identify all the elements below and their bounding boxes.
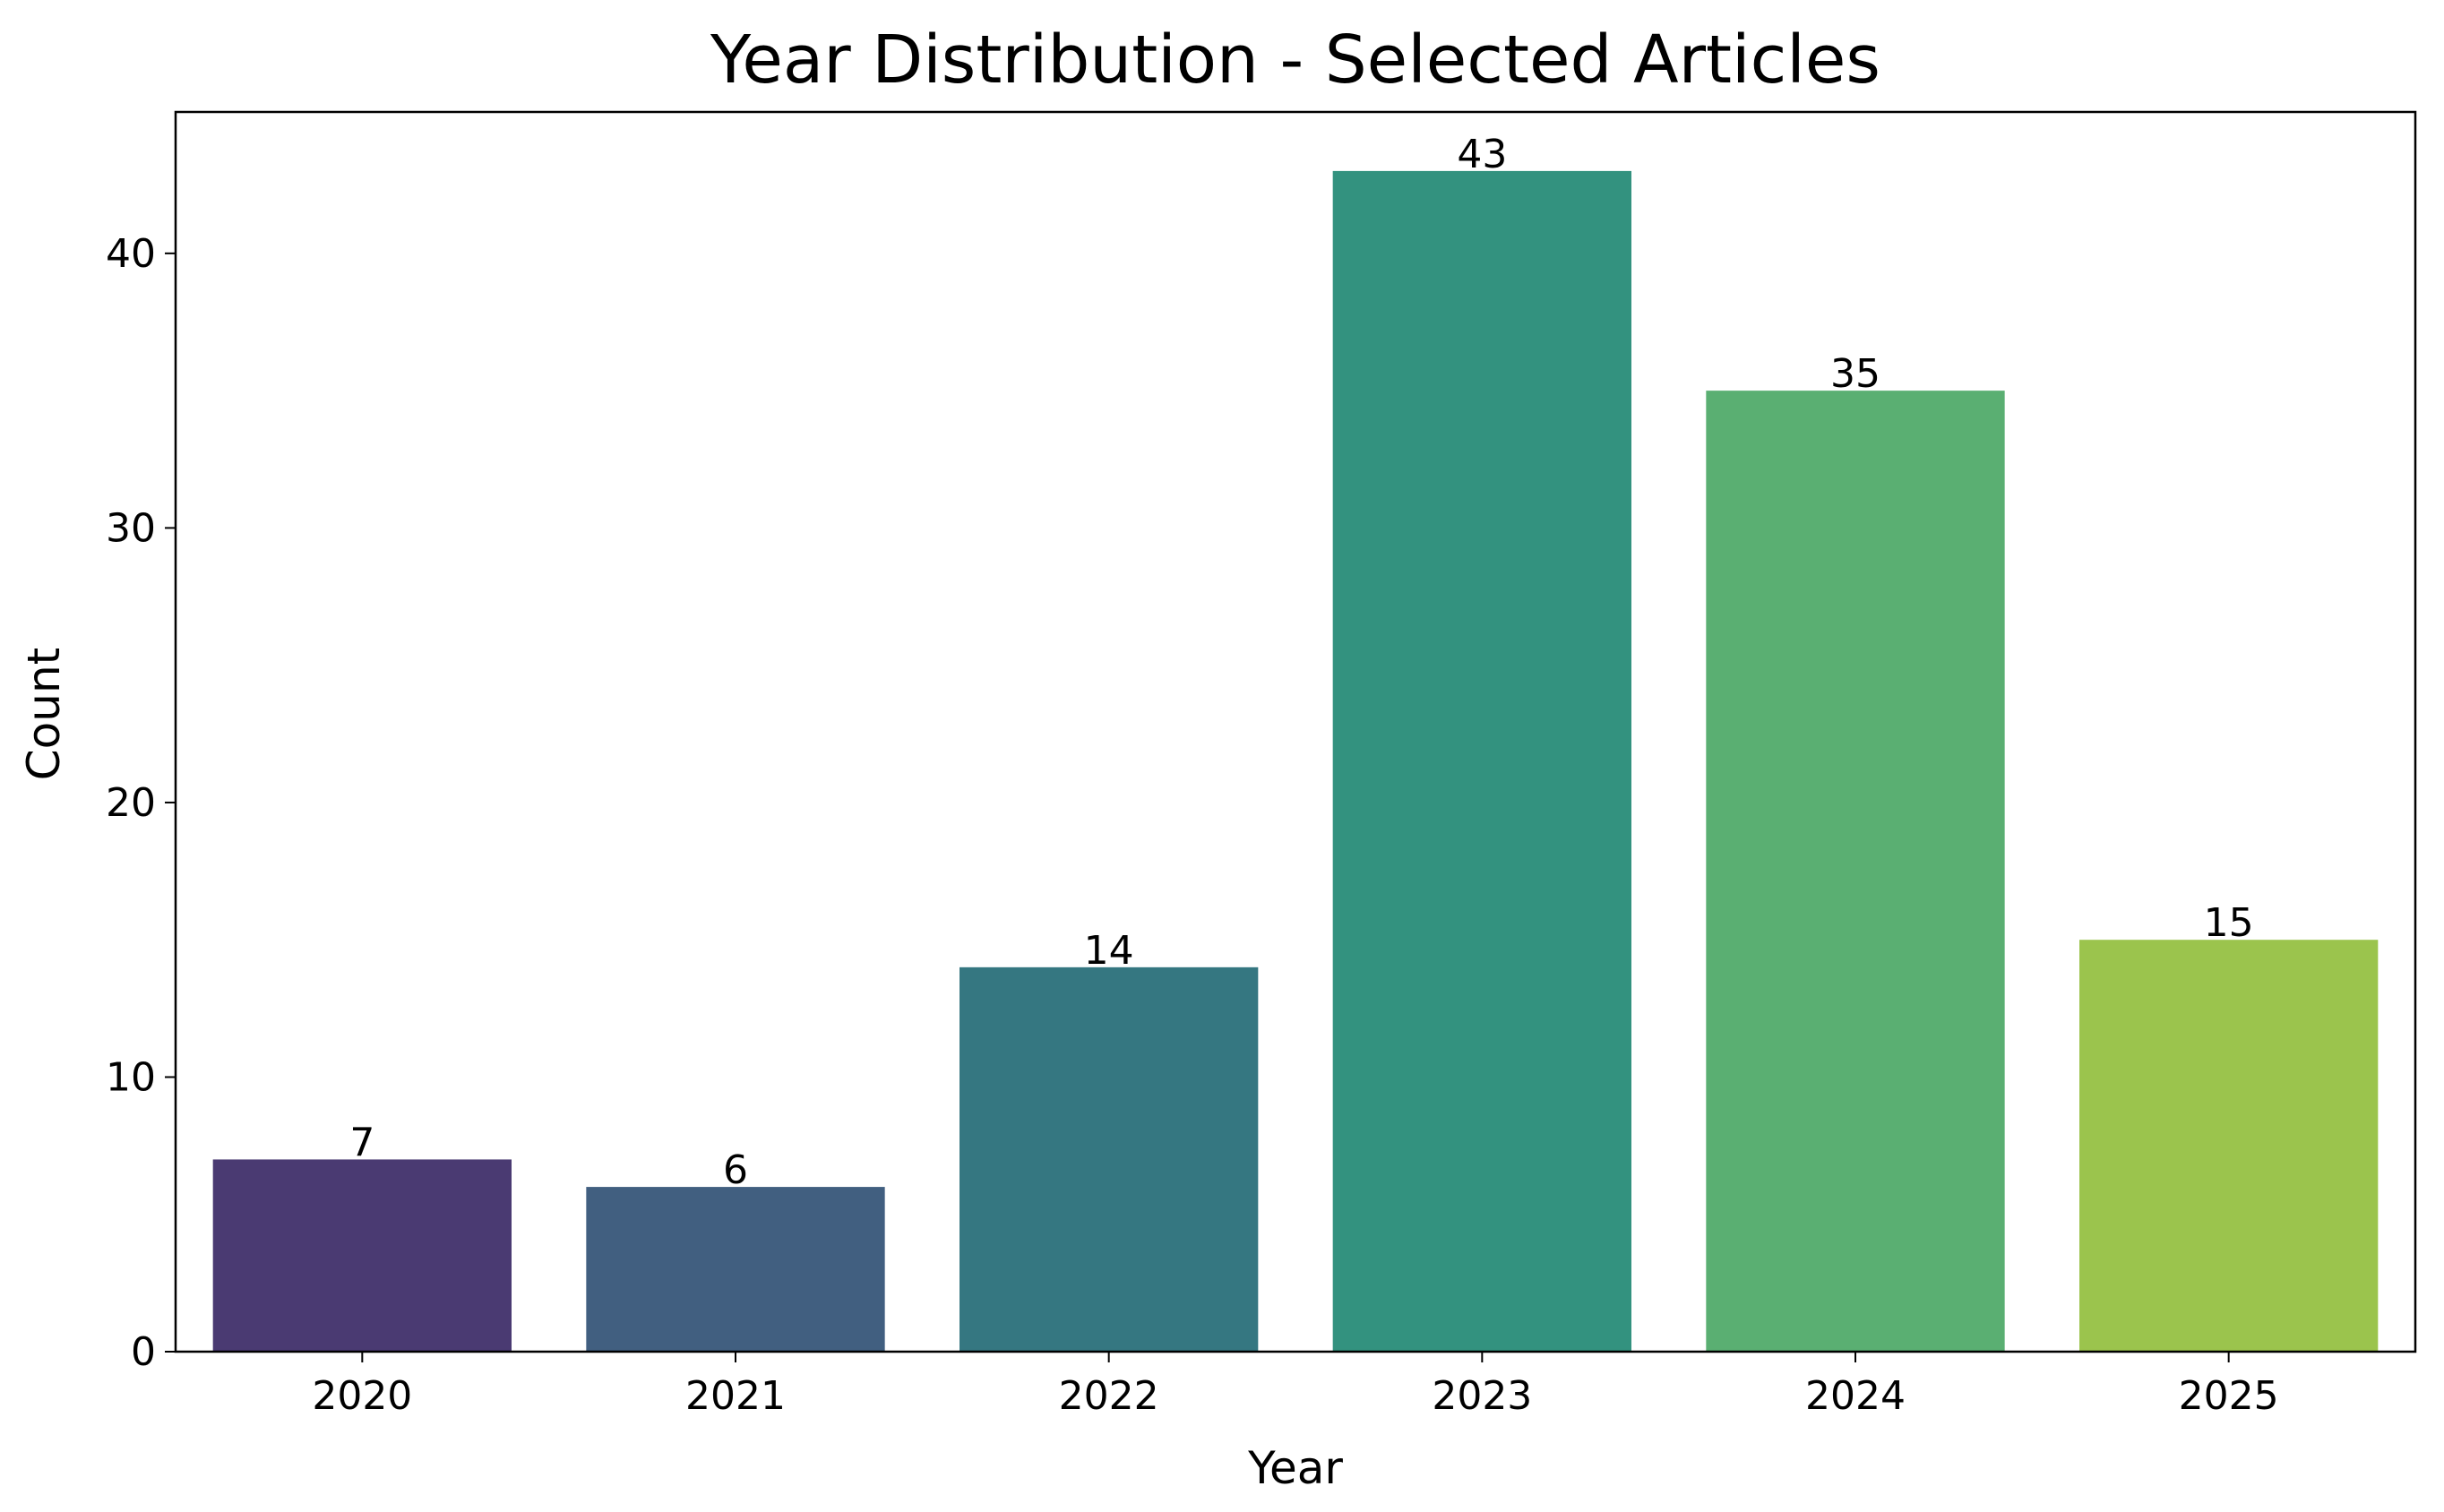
bar-2023 (1332, 170, 1631, 1352)
y-tick-label-30: 30 (106, 505, 156, 551)
data-label-2022: 14 (1084, 928, 1134, 974)
bar-2022 (960, 966, 1259, 1352)
x-tick-label-2024: 2024 (1805, 1373, 1906, 1419)
y-tick-label-10: 10 (106, 1054, 156, 1100)
x-tick-label-2021: 2021 (685, 1373, 786, 1419)
bar-2020 (212, 1159, 512, 1352)
chart-title: Year Distribution - Selected Articles (710, 21, 1880, 99)
plot-area: 7 2020 6 2021 14 2022 43 2023 35 2024 15 2025 0 10 20 3… (106, 110, 2417, 1419)
data-label-2020: 7 (349, 1120, 374, 1165)
data-label-2024: 35 (1830, 351, 1880, 397)
y-tick-label-20: 20 (106, 780, 156, 826)
bar-2021 (586, 1187, 885, 1352)
x-tick-label-2025: 2025 (2179, 1373, 2279, 1419)
y-tick-label-0: 0 (131, 1329, 156, 1375)
data-label-2021: 6 (723, 1147, 748, 1193)
x-axis-label: Year (1247, 1442, 1343, 1494)
data-label-2025: 15 (2204, 900, 2254, 946)
x-tick-label-2023: 2023 (1432, 1373, 1532, 1419)
y-axis-label: Count (18, 648, 70, 781)
plot-frame (174, 110, 2417, 1353)
y-tick-label-40: 40 (106, 231, 156, 277)
x-tick-label-2022: 2022 (1059, 1373, 1159, 1419)
bar-2025 (2079, 940, 2379, 1352)
data-label-2023: 43 (1457, 132, 1507, 177)
bar-2024 (1706, 391, 2005, 1352)
x-tick-label-2020: 2020 (312, 1373, 412, 1419)
